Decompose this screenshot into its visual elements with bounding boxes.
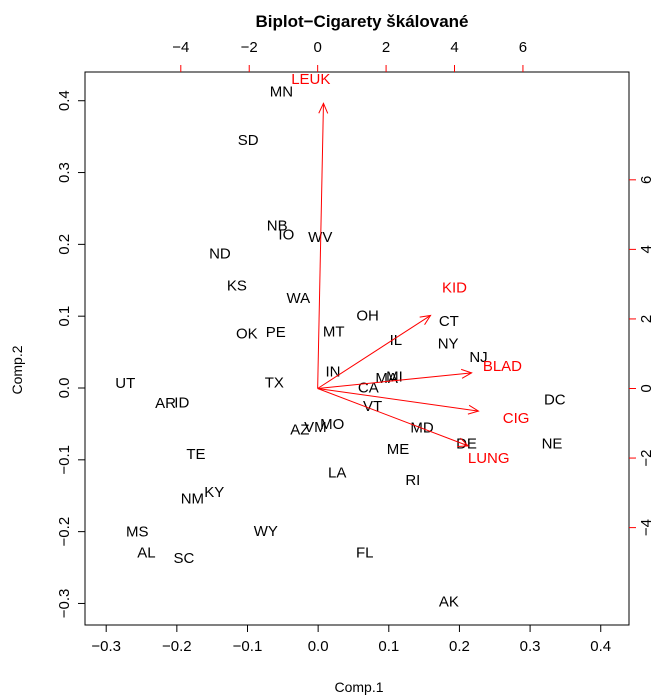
observation-label: DC	[544, 391, 566, 408]
observation-label: AZ	[290, 422, 309, 439]
x-tick-label: 0.2	[449, 638, 470, 655]
chart-title: Biplot−Cigarety škálované	[255, 12, 468, 31]
bottom-axis: −0.3 −0.2 −0.1 0.0 0.1 0.2 0.3 0.4	[91, 625, 611, 655]
observation-label: TE	[186, 446, 205, 463]
observation-label: ID	[174, 394, 189, 411]
variable-label: KID	[442, 280, 467, 297]
variable-arrows: LEUK KID BLAD CIG LUNG	[291, 71, 529, 467]
observation-label: IO	[278, 226, 294, 243]
observation-label: LA	[328, 465, 346, 482]
observation-label: ND	[209, 246, 231, 263]
y-tick-label: 0.3	[56, 162, 73, 183]
top-tick-label: 0	[313, 39, 321, 56]
right-tick-label: 2	[638, 315, 655, 323]
variable-label: LEUK	[291, 71, 330, 88]
variable-arrow-head	[318, 102, 329, 114]
observation-label: NB	[267, 218, 288, 235]
observation-label: MA	[375, 370, 398, 387]
right-axis: −4 −2 0 2 4 6	[629, 176, 655, 536]
y-tick-label: −0.3	[56, 589, 73, 619]
right-tick-label: 0	[638, 384, 655, 392]
variable-arrow	[317, 103, 324, 389]
top-tick-label: 2	[382, 39, 390, 56]
observation-label: IN	[325, 363, 340, 380]
top-tick-label: 6	[519, 39, 527, 56]
variable-arrow-head	[457, 437, 470, 447]
observation-label: MN	[270, 83, 293, 100]
observation-label: UT	[115, 375, 135, 392]
observation-label: VT	[363, 398, 382, 415]
y-tick-label: 0.0	[56, 378, 73, 399]
observation-label: OK	[236, 325, 258, 342]
observation-label: OH	[356, 307, 379, 324]
plot-box	[84, 71, 630, 626]
top-tick-label: 4	[450, 39, 458, 56]
observation-label: AL	[137, 544, 155, 561]
variable-arrow-head	[467, 404, 480, 415]
variable-arrow	[317, 388, 479, 412]
observation-label: ME	[387, 441, 410, 458]
observation-labels: MNSDNBIOWVNDKSWAOHCTOKPEMTILNYNJINMAMIUT…	[115, 83, 566, 610]
variable-arrow	[317, 372, 472, 389]
x-tick-label: −0.3	[91, 638, 121, 655]
variable-arrow	[317, 315, 431, 389]
right-tick-label: 4	[638, 245, 655, 253]
observation-label: RI	[405, 472, 420, 489]
observation-label: CA	[358, 379, 379, 396]
top-tick-label: −2	[241, 39, 258, 56]
y-tick-label: −0.2	[56, 517, 73, 547]
variable-label: CIG	[503, 410, 530, 427]
observation-label: SD	[238, 132, 259, 149]
right-tick-label: 6	[638, 176, 655, 184]
variable-label: BLAD	[483, 358, 522, 375]
observation-label: NY	[438, 335, 459, 352]
observation-label: CT	[439, 313, 459, 330]
x-tick-label: 0.4	[590, 638, 611, 655]
observation-label: PE	[266, 324, 286, 341]
observation-label: AR	[155, 395, 176, 412]
observation-label: NE	[542, 435, 563, 452]
top-axis: −4 −2 0 2 4 6	[172, 39, 527, 72]
right-tick-label: −4	[638, 519, 655, 536]
x-tick-label: −0.1	[233, 638, 263, 655]
variable-arrow-head	[461, 368, 473, 379]
observation-label: NM	[181, 491, 204, 508]
y-tick-label: −0.1	[56, 445, 73, 475]
observation-label: WY	[254, 523, 278, 540]
x-axis-title: Comp.1	[334, 679, 383, 695]
observation-label: AK	[439, 593, 459, 610]
y-tick-label: 0.2	[56, 234, 73, 255]
observation-label: TX	[265, 374, 284, 391]
y-axis-title: Comp.2	[9, 345, 25, 394]
observation-label: MT	[323, 323, 345, 340]
right-tick-label: −2	[638, 450, 655, 467]
observation-label: KS	[227, 277, 247, 294]
x-tick-label: 0.0	[308, 638, 329, 655]
observation-label: NJ	[469, 349, 487, 366]
variable-arrow-head	[419, 314, 432, 325]
observation-label: VM	[304, 419, 327, 436]
observation-label: MS	[126, 524, 149, 541]
y-tick-label: 0.4	[56, 90, 73, 111]
observation-label: WA	[287, 290, 311, 307]
plot-frame	[84, 71, 630, 626]
x-tick-label: −0.2	[162, 638, 192, 655]
observation-label: MO	[320, 416, 344, 433]
left-axis: −0.3 −0.2 −0.1 0.0 0.1 0.2 0.3 0.4	[56, 90, 85, 618]
y-tick-label: 0.1	[56, 306, 73, 327]
observation-label: SC	[173, 550, 194, 567]
observation-label: KY	[204, 484, 224, 501]
observation-label: MI	[386, 369, 403, 386]
x-tick-label: 0.3	[520, 638, 541, 655]
observation-label: FL	[356, 544, 374, 561]
variable-label: LUNG	[468, 450, 510, 467]
x-tick-label: 0.1	[378, 638, 399, 655]
top-tick-label: −4	[172, 39, 189, 56]
variable-arrow	[317, 388, 469, 447]
